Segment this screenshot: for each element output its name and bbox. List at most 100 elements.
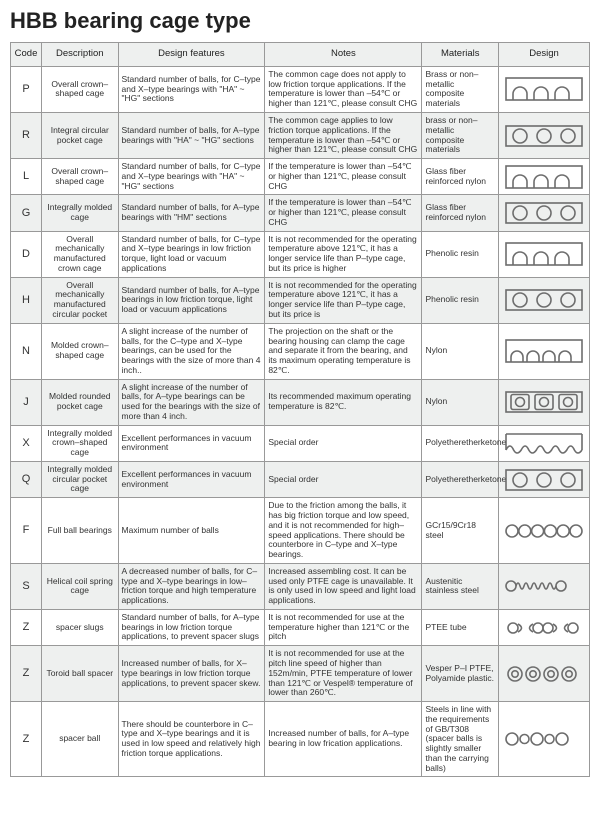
cell-materials: Vesper P–I PTFE, Polyamide plastic. xyxy=(422,646,499,702)
table-row: Zspacer slugsStandard number of balls, f… xyxy=(11,609,590,645)
cell-materials: Brass or non–metallic composite material… xyxy=(422,66,499,112)
cell-features: A slight increase of the number of balls… xyxy=(118,379,265,425)
table-row: GIntegrally molded cageStandard number o… xyxy=(11,195,590,231)
cell-materials: Phenolic resin xyxy=(422,231,499,277)
cell-features: Standard number of balls, for A–type bea… xyxy=(118,195,265,231)
cell-features: Increased number of balls, for X–type be… xyxy=(118,646,265,702)
table-row: ZToroid ball spacerIncreased number of b… xyxy=(11,646,590,702)
cell-code: D xyxy=(11,231,42,277)
cell-design xyxy=(498,159,589,195)
cell-design xyxy=(498,563,589,609)
cell-materials: Polyetheretherketone xyxy=(422,425,499,461)
cell-design xyxy=(498,646,589,702)
cell-materials: PTEE tube xyxy=(422,609,499,645)
cell-notes: Increased number of balls, for A–type be… xyxy=(265,702,422,777)
cell-design xyxy=(498,323,589,379)
cell-design xyxy=(498,66,589,112)
cell-design xyxy=(498,498,589,564)
cell-code: N xyxy=(11,323,42,379)
cell-materials: Austenitic stainless steel xyxy=(422,563,499,609)
page-title: HBB bearing cage type xyxy=(10,8,590,34)
table-header-row: Code Description Design features Notes M… xyxy=(11,43,590,67)
cell-materials: Nylon xyxy=(422,379,499,425)
cell-notes: Its recommended maximum operating temper… xyxy=(265,379,422,425)
col-code: Code xyxy=(11,43,42,67)
cell-code: X xyxy=(11,425,42,461)
cell-description: Full ball bearings xyxy=(42,498,119,564)
table-row: JMolded rounded pocket cageA slight incr… xyxy=(11,379,590,425)
cell-code: S xyxy=(11,563,42,609)
cell-description: spacer slugs xyxy=(42,609,119,645)
cell-description: Overall crown–shaped cage xyxy=(42,159,119,195)
cell-code: Q xyxy=(11,461,42,497)
cell-notes: If the temperature is lower than –54℃ or… xyxy=(265,195,422,231)
cell-notes: It is not recommended for the operating … xyxy=(265,231,422,277)
cell-description: Molded rounded pocket cage xyxy=(42,379,119,425)
cell-code: G xyxy=(11,195,42,231)
col-materials: Materials xyxy=(422,43,499,67)
table-row: DOverall mechanically manufactured crown… xyxy=(11,231,590,277)
cell-description: Overall crown–shaped cage xyxy=(42,66,119,112)
cell-design xyxy=(498,702,589,777)
col-design: Design xyxy=(498,43,589,67)
cell-notes: It is not recommended for use at the pit… xyxy=(265,646,422,702)
table-row: SHelical coil spring cageA decreased num… xyxy=(11,563,590,609)
table-row: QIntegrally molded circular pocket cageE… xyxy=(11,461,590,497)
cell-notes: It is not recommended for use at the tem… xyxy=(265,609,422,645)
cell-code: R xyxy=(11,112,42,158)
cell-description: Integral circular pocket cage xyxy=(42,112,119,158)
table-row: FFull ball bearingsMaximum number of bal… xyxy=(11,498,590,564)
cell-description: Integrally molded circular pocket cage xyxy=(42,461,119,497)
col-description: Description xyxy=(42,43,119,67)
table-row: RIntegral circular pocket cageStandard n… xyxy=(11,112,590,158)
cell-description: spacer ball xyxy=(42,702,119,777)
cell-description: Integrally molded cage xyxy=(42,195,119,231)
cell-description: Overall mechanically manufactured crown … xyxy=(42,231,119,277)
cell-notes: The common cage applies to low friction … xyxy=(265,112,422,158)
cell-design xyxy=(498,112,589,158)
bearing-cage-table: Code Description Design features Notes M… xyxy=(10,42,590,777)
cell-notes: It is not recommended for the operating … xyxy=(265,277,422,323)
cell-features: A slight increase of the number of balls… xyxy=(118,323,265,379)
cell-notes: Due to the friction among the balls, it … xyxy=(265,498,422,564)
table-row: XIntegrally molded crown–shaped cageExce… xyxy=(11,425,590,461)
cell-notes: The common cage does not apply to low fr… xyxy=(265,66,422,112)
cell-code: F xyxy=(11,498,42,564)
cell-description: Helical coil spring cage xyxy=(42,563,119,609)
cell-materials: Nylon xyxy=(422,323,499,379)
cell-description: Molded crown–shaped cage xyxy=(42,323,119,379)
table-row: LOverall crown–shaped cageStandard numbe… xyxy=(11,159,590,195)
cell-code: Z xyxy=(11,646,42,702)
cell-code: L xyxy=(11,159,42,195)
col-notes: Notes xyxy=(265,43,422,67)
cell-materials: Glass fiber reinforced nylon xyxy=(422,159,499,195)
cell-notes: Increased assembling cost. It can be use… xyxy=(265,563,422,609)
cell-design xyxy=(498,195,589,231)
cell-materials: Steels in line with the requirements of … xyxy=(422,702,499,777)
cell-code: H xyxy=(11,277,42,323)
cell-features: Maximum number of balls xyxy=(118,498,265,564)
cell-features: Excellent performances in vacuum environ… xyxy=(118,461,265,497)
cell-design xyxy=(498,425,589,461)
cell-features: Standard number of balls, for A–type bea… xyxy=(118,277,265,323)
col-features: Design features xyxy=(118,43,265,67)
table-row: HOverall mechanically manufactured circu… xyxy=(11,277,590,323)
cell-materials: Glass fiber reinforced nylon xyxy=(422,195,499,231)
cell-code: J xyxy=(11,379,42,425)
cell-design xyxy=(498,379,589,425)
cell-materials: Polyetheretherketone xyxy=(422,461,499,497)
cell-notes: Special order xyxy=(265,425,422,461)
cell-notes: Special order xyxy=(265,461,422,497)
cell-features: A decreased number of balls, for C–type … xyxy=(118,563,265,609)
table-row: NMolded crown–shaped cageA slight increa… xyxy=(11,323,590,379)
cell-notes: If the temperature is lower than –54℃ or… xyxy=(265,159,422,195)
cell-materials: Phenolic resin xyxy=(422,277,499,323)
cell-features: Standard number of balls, for C–type and… xyxy=(118,66,265,112)
cell-features: Standard number of balls, for C–type and… xyxy=(118,231,265,277)
cell-design xyxy=(498,461,589,497)
cell-code: Z xyxy=(11,702,42,777)
cell-description: Overall mechanically manufactured circul… xyxy=(42,277,119,323)
cell-code: Z xyxy=(11,609,42,645)
cell-materials: GCr15/9Cr18 steel xyxy=(422,498,499,564)
cell-materials: brass or non–metallic composite material… xyxy=(422,112,499,158)
